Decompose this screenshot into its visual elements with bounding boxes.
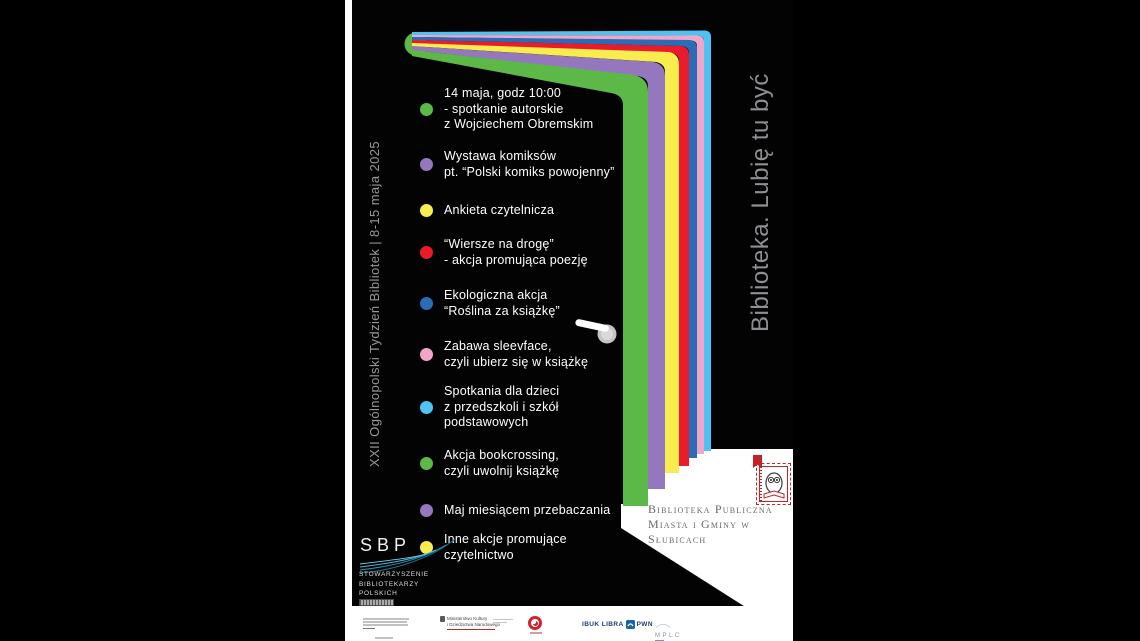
event-item: Inne akcje promujące czytelnictwo — [420, 532, 567, 563]
library-name-line2: Miasta i Gminy w Słubicach — [648, 517, 750, 546]
event-text: Spotkania dla dzieci z przedszkoli i szk… — [444, 384, 560, 429]
event-bullet — [420, 400, 433, 414]
door-stripe-green — [412, 50, 648, 506]
owl-icon — [763, 472, 785, 499]
partner-logos-strip: Ministerstwo Kultury i Dziedzictwa Narod… — [345, 607, 793, 641]
partner-caption — [493, 619, 513, 625]
library-stamp-icon — [753, 455, 791, 505]
ministry-of-culture-logo: Ministerstwo Kultury i Dziedzictwa Narod… — [440, 616, 500, 630]
event-bullet — [420, 541, 433, 554]
event-item: Akcja bookcrossing, czyli uwolnij książk… — [420, 448, 559, 479]
event-bullet — [420, 297, 433, 310]
red-circle-icon — [528, 616, 542, 630]
event-text: Inne akcje promujące czytelnictwo — [444, 532, 567, 562]
event-bullet — [420, 158, 433, 171]
sbp-swoosh-icon — [359, 538, 456, 574]
event-item: Ekologiczna akcja “Roślina za książkę” — [420, 288, 560, 319]
mplc-logo: MPLC — [655, 615, 682, 641]
right-vertical-slogan: Biblioteka. Lubię tu być — [747, 73, 774, 332]
libra-square-icon — [625, 620, 635, 629]
ministry-red-underline — [447, 628, 495, 630]
event-item: Spotkania dla dzieci z przedszkoli i szk… — [420, 384, 559, 431]
red-logo-caption — [529, 632, 542, 634]
open-door-graphic — [404, 30, 793, 608]
event-text: Ankieta czytelnicza — [444, 203, 555, 217]
event-text: “Wiersze na drogę” - akcja promująca poe… — [444, 237, 588, 267]
event-text: Zabawa sleevface, czyli ubierz się w ksi… — [444, 339, 589, 369]
red-partner-logo — [528, 616, 543, 634]
sbp-name: STOWARZYSZENIE BIBLIOTEKARZY POLSKICH — [359, 571, 429, 597]
eagle-icon — [440, 616, 445, 622]
event-text: Akcja bookcrossing, czyli uwolnij książk… — [444, 448, 560, 478]
event-item: Wystawa komiksów pt. “Polski komiks powo… — [420, 149, 614, 180]
event-bullet — [420, 457, 433, 470]
event-item: Zabawa sleevface, czyli ubierz się w ksi… — [420, 339, 588, 370]
event-bullet — [420, 504, 433, 518]
ibuk-libra-pwn-logo: IBUK LIBRA PWN — [582, 620, 653, 629]
event-item: Ankieta czytelnicza — [420, 203, 554, 219]
event-item: 14 maja, godz 10:00 - spotkanie autorski… — [420, 86, 593, 133]
event-item: Maj miesiącem przebaczania — [420, 503, 610, 519]
event-text: 14 maja, godz 10:00 - spotkanie autorski… — [444, 86, 594, 131]
library-name-line1: Biblioteka Publiczna — [648, 502, 773, 516]
event-bullet — [420, 246, 433, 259]
stamp-ribbon-icon — [753, 455, 762, 468]
event-bullet — [420, 204, 433, 218]
event-bullet — [420, 102, 433, 116]
mplc-arc-icon — [655, 623, 671, 628]
sbp-acronym: SBP — [360, 535, 412, 555]
event-text: Wystawa komiksów pt. “Polski komiks powo… — [444, 149, 615, 179]
sbp-website-bar — [359, 599, 394, 606]
event-bullet — [420, 348, 433, 361]
event-item: “Wiersze na drogę” - akcja promująca poe… — [420, 237, 588, 268]
event-text: Maj miesiącem przebaczania — [444, 503, 611, 517]
event-text: Ekologiczna akcja “Roślina za książkę” — [444, 288, 560, 318]
fine-print-block — [363, 618, 410, 641]
door-handle-icon — [575, 319, 617, 344]
left-vertical-title: XXII Ogólnopolski Tydzień Bibliotek | 8-… — [367, 140, 382, 467]
mplc-underline — [655, 640, 664, 641]
poster: XXII Ogólnopolski Tydzień Bibliotek | 8-… — [345, 0, 793, 641]
